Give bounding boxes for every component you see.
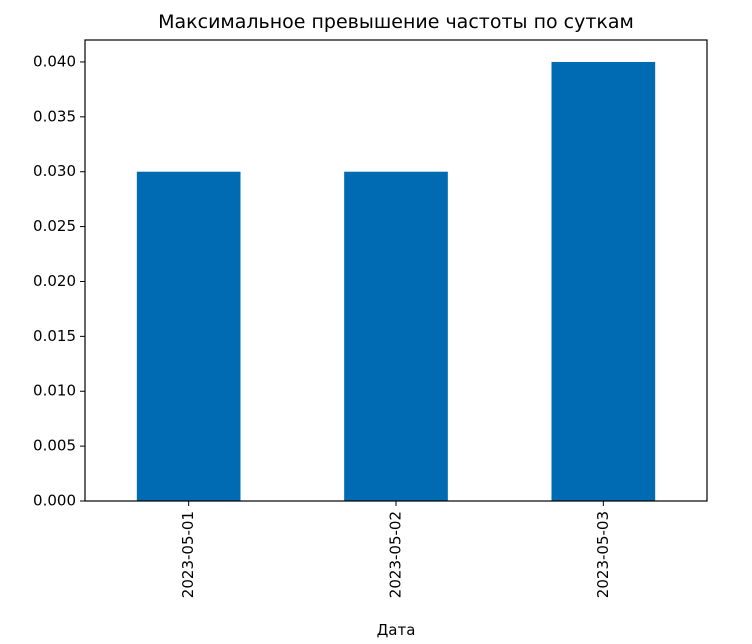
x-tick-label: 2023-05-03 xyxy=(594,511,612,598)
plot-frame xyxy=(84,39,708,502)
y-tick-label: 0.040 xyxy=(33,52,76,70)
chart-title: Максимальное превышение частоты по сутка… xyxy=(158,11,634,33)
x-tick-label: 2023-05-01 xyxy=(179,511,197,598)
y-tick-label: 0.005 xyxy=(33,437,76,455)
x-tick-label: 2023-05-02 xyxy=(387,511,405,598)
bar-2023-05-02 xyxy=(344,171,448,501)
x-axis-label: Дата xyxy=(377,621,416,639)
y-tick-label: 0.015 xyxy=(33,327,76,345)
y-tick-label: 0.030 xyxy=(33,162,76,180)
bar-2023-05-01 xyxy=(136,171,241,501)
bars-layer xyxy=(136,61,656,501)
y-tick-label: 0.000 xyxy=(33,492,76,510)
y-tick-label: 0.035 xyxy=(33,107,76,125)
y-tick-label: 0.025 xyxy=(33,217,76,235)
x-axis: 2023-05-01 2023-05-02 2023-05-03 xyxy=(179,501,612,598)
bar-2023-05-03 xyxy=(551,61,656,501)
y-tick-label: 0.010 xyxy=(33,382,76,400)
y-tick-label: 0.020 xyxy=(33,272,76,290)
y-axis: 0.000 0.005 0.010 0.015 0.020 0.025 0.030 0.035… xyxy=(33,52,85,510)
